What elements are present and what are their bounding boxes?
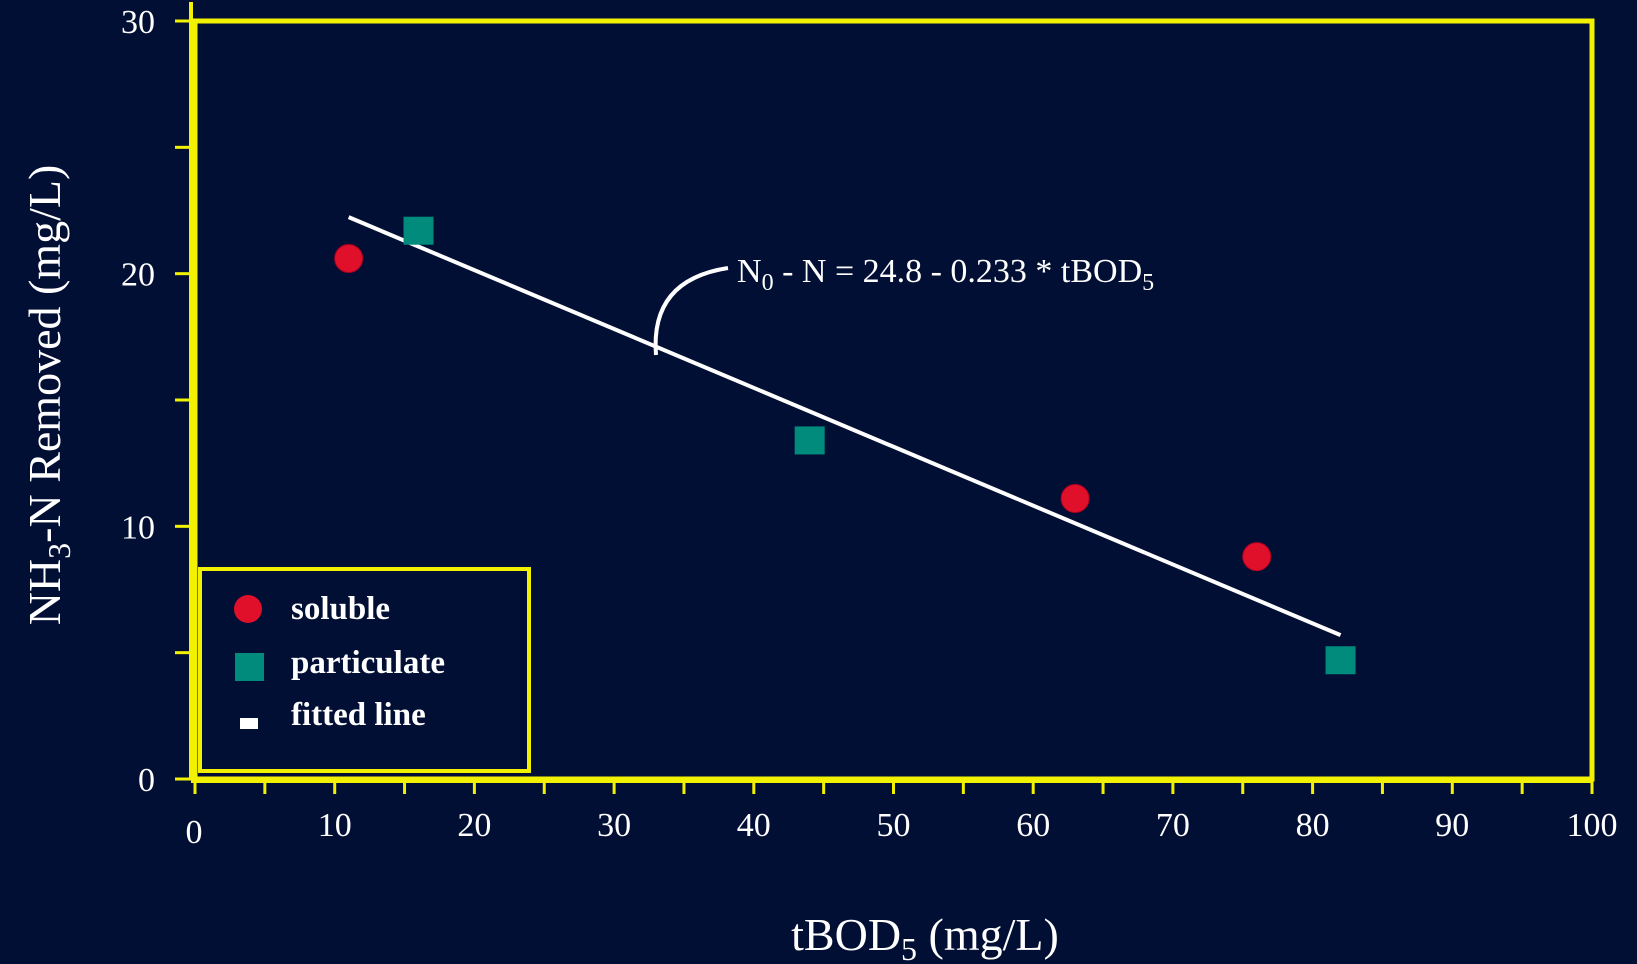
legend-marker-particulate (235, 653, 264, 681)
point-particulate (1325, 646, 1356, 675)
x-tick-label: 40 (737, 807, 771, 844)
equation-label: N0 - N = 24.8 - 0.233 * tBOD5 (737, 253, 1154, 296)
x-tick-label: 70 (1156, 807, 1190, 844)
point-soluble (1242, 542, 1272, 572)
y-axis-title: NH3-N Removed (mg/L) (19, 165, 77, 626)
x-tick-label: 50 (877, 807, 911, 844)
point-particulate (403, 216, 434, 245)
point-soluble (334, 244, 364, 274)
y-tick-label: 20 (121, 257, 155, 294)
legend: soluble particulate fitted line (198, 567, 531, 773)
point-soluble (1060, 484, 1090, 514)
x-tick-label: 0 (186, 814, 203, 851)
x-tick-label: 30 (597, 807, 631, 844)
x-tick-label: 20 (457, 807, 491, 844)
legend-marker-fitted-line (240, 718, 258, 729)
axes-layer: 0 10 20 30 40 50 60 70 80 90 100 0 10 20 30 (121, 2, 1618, 851)
x-tick-label: 10 (318, 807, 352, 844)
x-tick-label: 90 (1435, 807, 1469, 844)
y-tick-label: 30 (121, 4, 155, 41)
x-tick-label: 60 (1016, 807, 1050, 844)
fitted-line (347, 215, 1342, 637)
y-tick-label: 0 (138, 762, 155, 799)
legend-label-soluble: soluble (291, 591, 390, 627)
fitted-line-layer (347, 215, 1342, 637)
legend-marker-soluble (234, 595, 262, 623)
x-axis-title: tBOD5 (mg/L) (791, 909, 1059, 964)
legend-label-particulate: particulate (291, 645, 445, 681)
equation-leader-line (653, 266, 729, 356)
x-tick-label: 80 (1296, 807, 1330, 844)
y-tick-label: 10 (121, 509, 155, 546)
legend-label-fitted-line: fitted line (291, 697, 426, 733)
points-layer (334, 216, 1356, 675)
x-tick-label: 100 (1567, 807, 1618, 844)
point-particulate (794, 426, 825, 455)
